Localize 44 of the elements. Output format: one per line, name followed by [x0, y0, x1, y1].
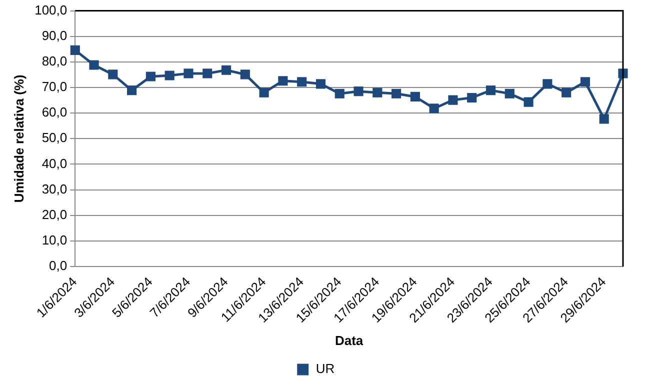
point	[467, 92, 477, 103]
point	[448, 95, 458, 105]
point	[504, 88, 514, 98]
point	[562, 88, 572, 98]
x-axis-title: Data	[334, 332, 364, 348]
y-tick-label: 20,0	[42, 206, 68, 222]
point	[164, 70, 174, 80]
legend-label: UR	[316, 361, 335, 376]
point	[580, 77, 590, 87]
y-tick-label: 10,0	[42, 232, 68, 248]
point	[108, 70, 118, 80]
y-tick-label: 90,0	[42, 28, 68, 43]
point	[184, 68, 194, 78]
point	[542, 79, 552, 89]
y-tick-label: 30,0	[42, 181, 68, 196]
y-tick-label: 0,0	[49, 258, 68, 274]
point	[221, 65, 232, 75]
y-tick-label: 50,0	[42, 130, 68, 146]
point	[618, 68, 628, 78]
point	[599, 114, 609, 124]
y-tick-label: 70,0	[42, 79, 68, 94]
y-tick-label: 60,0	[42, 104, 68, 120]
point	[524, 97, 534, 107]
point	[70, 45, 80, 55]
point	[316, 79, 326, 89]
point	[486, 86, 496, 96]
point	[278, 76, 288, 86]
point	[259, 88, 269, 98]
point	[410, 92, 420, 102]
point	[392, 88, 402, 98]
y-axis-title: Umidade relativa (%)	[11, 74, 26, 203]
point	[89, 60, 99, 70]
point	[429, 104, 439, 114]
y-tick-label: 100,0	[34, 2, 68, 18]
point	[240, 70, 250, 80]
y-tick-label: 80,0	[42, 54, 68, 69]
point	[202, 68, 212, 78]
point	[127, 86, 137, 96]
point	[146, 72, 156, 82]
point	[372, 88, 382, 98]
y-tick-label: 40,0	[42, 156, 68, 171]
point	[297, 77, 307, 87]
point	[334, 88, 344, 98]
point	[354, 86, 364, 96]
